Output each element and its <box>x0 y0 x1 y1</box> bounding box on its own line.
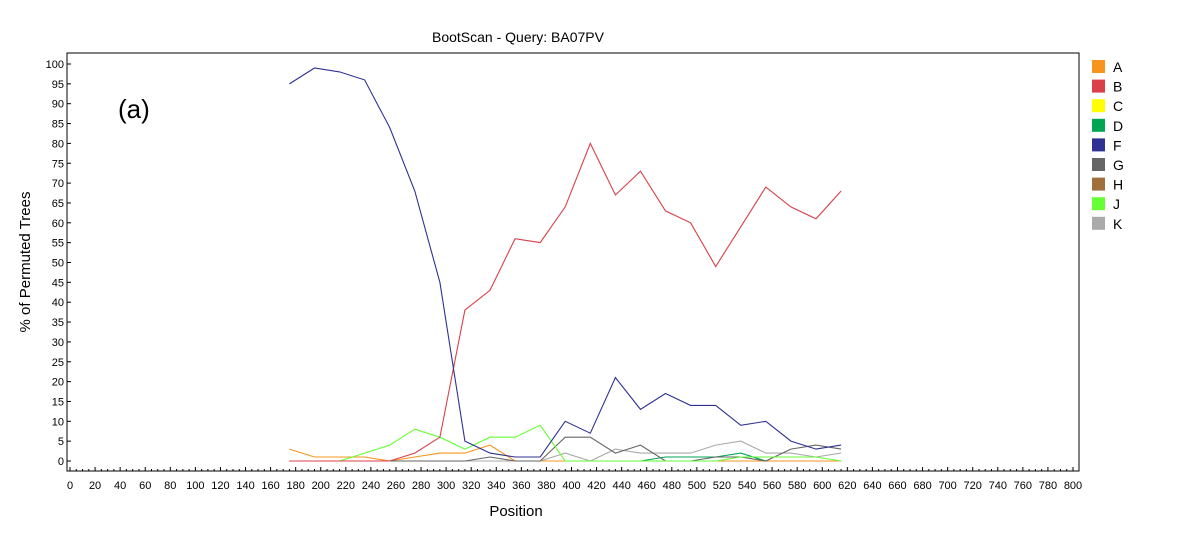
legend-label-j: J <box>1113 196 1120 212</box>
series-line-f <box>289 67 842 458</box>
x-tick-label: 80 <box>164 480 176 492</box>
x-axis-label: Position <box>489 503 542 520</box>
x-tick-label: 580 <box>788 480 806 492</box>
x-tick-label: 720 <box>964 480 982 492</box>
x-tick-label: 100 <box>186 480 204 492</box>
y-tick-label: 85 <box>52 119 64 131</box>
x-tick-label: 120 <box>211 480 229 492</box>
y-tick-label: 55 <box>52 238 64 250</box>
y-tick-label: 70 <box>52 178 64 190</box>
legend-label-f: F <box>1113 137 1122 153</box>
legend-label-b: B <box>1113 79 1122 95</box>
x-tick-label: 520 <box>713 480 731 492</box>
x-tick-label: 640 <box>863 480 881 492</box>
x-tick-label: 60 <box>139 480 151 492</box>
x-tick-label: 360 <box>512 480 530 492</box>
x-tick-label: 600 <box>813 480 831 492</box>
legend-label-k: K <box>1113 216 1123 232</box>
x-tick-label: 280 <box>412 480 430 492</box>
y-tick-label: 5 <box>58 436 64 448</box>
x-tick-label: 340 <box>487 480 505 492</box>
series-line-j <box>289 424 842 462</box>
legend-swatch-j <box>1092 197 1105 211</box>
x-tick-label: 240 <box>362 480 380 492</box>
y-tick-label: 15 <box>52 396 64 408</box>
x-tick-label: 180 <box>286 480 304 492</box>
chart-title: BootScan - Query: BA07PV <box>432 29 605 45</box>
y-tick-label: 75 <box>52 158 64 170</box>
y-tick-label: 80 <box>52 138 64 150</box>
x-tick-label: 700 <box>938 480 956 492</box>
plot-frame <box>66 52 1080 472</box>
x-tick-label: 480 <box>663 480 681 492</box>
y-tick-label: 50 <box>52 258 64 270</box>
series-line-b <box>289 142 842 462</box>
series-layer <box>289 67 842 462</box>
legend-label-a: A <box>1113 59 1123 75</box>
legend-swatch-d <box>1092 118 1105 132</box>
legend-swatch-b <box>1092 79 1105 93</box>
x-axis: 0 20 40 60 80 100 120 140 160 180 200 220 240 260 280 3… <box>67 467 1082 492</box>
x-tick-label: 500 <box>688 480 706 492</box>
y-tick-label: 60 <box>52 218 64 230</box>
y-axis-label: % of Permuted Trees <box>17 192 34 333</box>
y-tick-label: 10 <box>52 416 64 428</box>
legend-swatch-c <box>1092 99 1105 113</box>
legend-label-d: D <box>1113 118 1123 134</box>
x-tick-label: 140 <box>236 480 254 492</box>
x-tick-label: 660 <box>888 480 906 492</box>
y-tick-label: 20 <box>52 377 64 389</box>
x-tick-label: 20 <box>89 480 101 492</box>
x-tick-label: 40 <box>114 480 126 492</box>
x-tick-label: 260 <box>387 480 405 492</box>
legend-swatch-k <box>1092 216 1105 230</box>
y-tick-label: 90 <box>52 99 64 111</box>
x-tick-label: 420 <box>587 480 605 492</box>
x-tick-label: 540 <box>738 480 756 492</box>
x-tick-label: 380 <box>537 480 555 492</box>
panel-label: (a) <box>118 94 150 124</box>
x-tick-label: 440 <box>612 480 630 492</box>
x-tick-label: 200 <box>312 480 330 492</box>
x-tick-label: 780 <box>1039 480 1057 492</box>
legend-swatch-g <box>1092 158 1105 171</box>
x-tick-label: 300 <box>437 480 455 492</box>
x-tick-label: 680 <box>913 480 931 492</box>
x-tick-label: 320 <box>462 480 480 492</box>
legend-swatch-h <box>1092 177 1105 191</box>
x-tick-label: 220 <box>337 480 355 492</box>
y-tick-label: 25 <box>52 357 64 369</box>
x-tick-label: 460 <box>638 480 656 492</box>
y-tick-label: 65 <box>52 198 64 210</box>
legend-label-g: G <box>1113 157 1124 173</box>
y-tick-label: 35 <box>52 317 64 329</box>
y-tick-label: 40 <box>52 297 64 309</box>
y-tick-label: 95 <box>52 79 64 91</box>
x-tick-label: 0 <box>67 480 73 492</box>
x-tick-label: 400 <box>562 480 580 492</box>
x-tick-label: 560 <box>763 480 781 492</box>
y-axis: 0 5 10 15 20 25 30 35 40 45 50 55 60 65 70 75 80 85 90 95 10… <box>46 59 71 468</box>
x-tick-label: 160 <box>261 480 279 492</box>
legend-swatch-f <box>1092 138 1105 152</box>
legend-label-h: H <box>1113 177 1123 193</box>
x-tick-label: 740 <box>989 480 1007 492</box>
x-tick-label: 800 <box>1064 480 1082 492</box>
x-tick-label: 760 <box>1014 480 1032 492</box>
legend-swatch-a <box>1092 60 1105 73</box>
x-tick-label: 620 <box>838 480 856 492</box>
y-tick-label: 0 <box>58 456 64 468</box>
y-tick-label: 100 <box>46 59 64 71</box>
y-tick-label: 30 <box>52 337 64 349</box>
y-tick-label: 45 <box>52 277 64 289</box>
legend-label-c: C <box>1113 98 1123 114</box>
